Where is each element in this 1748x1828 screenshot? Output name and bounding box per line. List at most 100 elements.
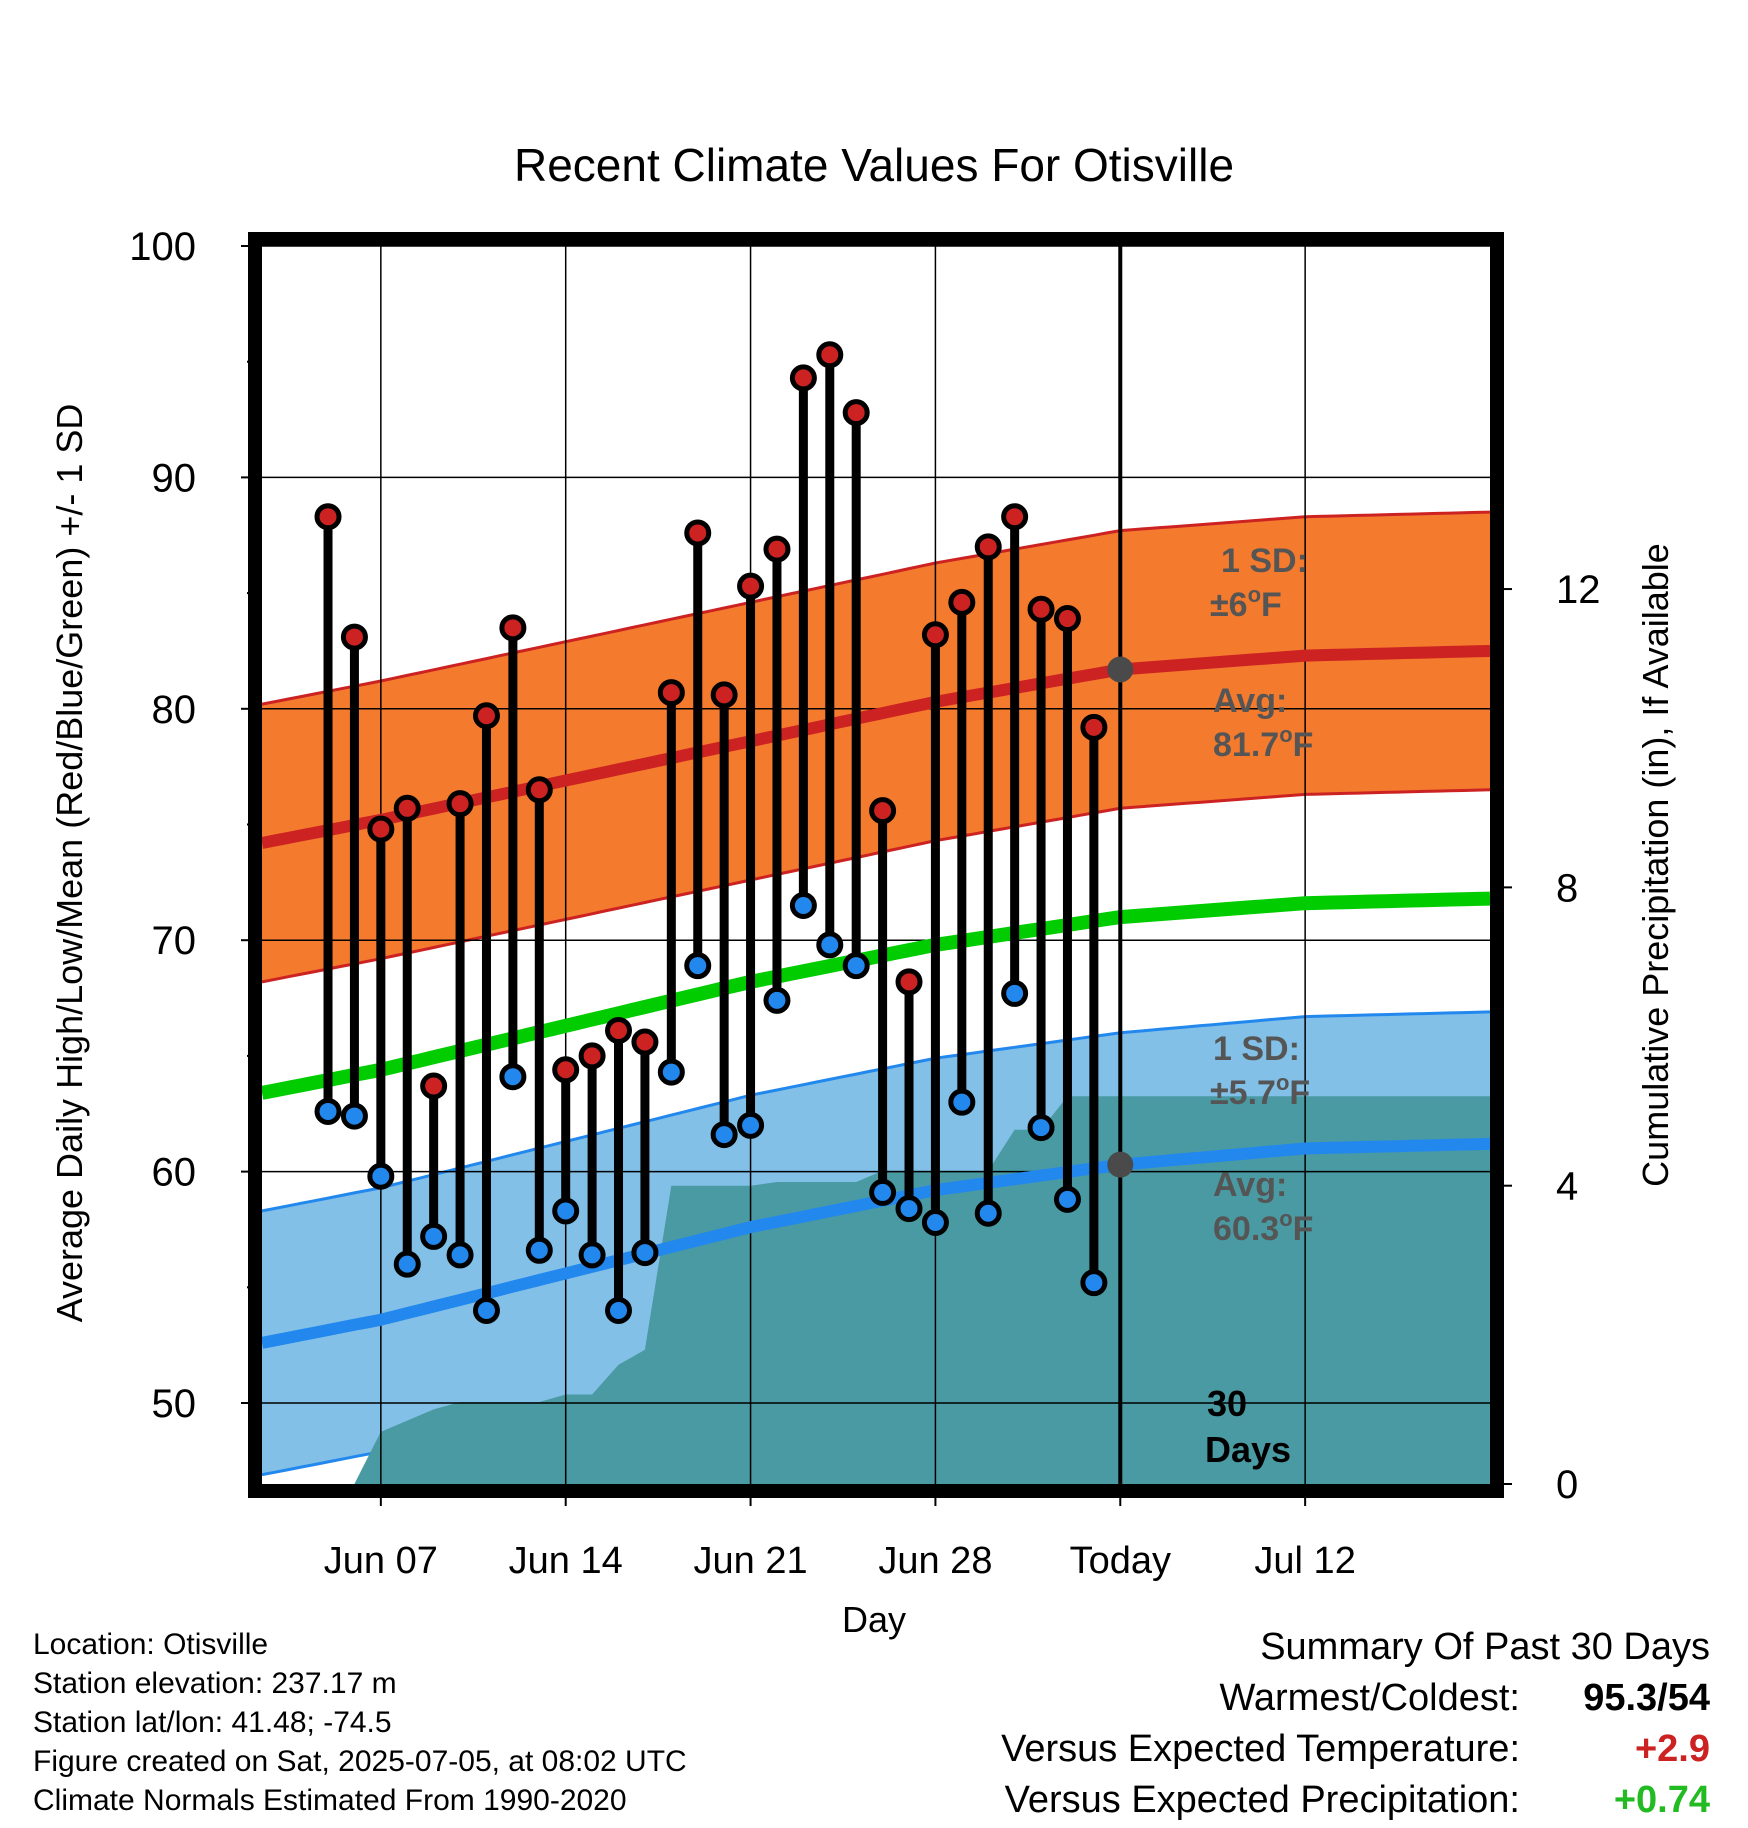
daily-low-point xyxy=(367,1162,395,1190)
daily-low-point xyxy=(340,1102,368,1130)
daily-low-point xyxy=(789,891,817,919)
daily-high-point xyxy=(578,1042,606,1070)
summary-precip-value: +0.74 xyxy=(1613,1779,1710,1821)
high-avg-value: 81.7oF xyxy=(1213,722,1313,764)
daily-low-point xyxy=(446,1241,474,1269)
y-tick-label: 90 xyxy=(152,456,197,500)
days-count-word: Days xyxy=(1205,1429,1291,1470)
daily-high-point xyxy=(895,968,923,996)
daily-high-point xyxy=(737,572,765,600)
y2-tick-label: 12 xyxy=(1556,568,1601,612)
daily-low-point xyxy=(1053,1185,1081,1213)
summary-precip-label: Versus Expected Precipitation: xyxy=(1004,1779,1520,1821)
daily-low-point xyxy=(631,1239,659,1267)
high-sd-upper-line xyxy=(262,510,1490,706)
daily-observations xyxy=(314,341,1108,1324)
location-text: Location: Otisville xyxy=(33,1628,269,1661)
x-axis-title: Day xyxy=(842,1599,906,1640)
daily-high-point xyxy=(393,794,421,822)
y-tick-label: 70 xyxy=(152,919,197,963)
daily-high-point xyxy=(1027,595,1055,623)
summary-warmest-label: Warmest/Coldest: xyxy=(1219,1677,1520,1719)
high-sd-value: ±6oF xyxy=(1210,582,1282,624)
x-tick-label: Jun 21 xyxy=(694,1540,808,1582)
y2-axis-title: Cumulative Precipitation (in), If Availa… xyxy=(1635,543,1676,1187)
y-tick-label: 60 xyxy=(152,1151,197,1195)
low-sd-value: ±5.7oF xyxy=(1210,1070,1310,1112)
daily-low-point xyxy=(921,1209,949,1237)
normals-text: Climate Normals Estimated From 1990-2020 xyxy=(33,1784,627,1817)
daily-low-point xyxy=(737,1111,765,1139)
daily-high-point xyxy=(631,1028,659,1056)
daily-low-point xyxy=(684,952,712,980)
cumulative-precipitation-area xyxy=(328,1096,1490,1484)
daily-high-point xyxy=(684,519,712,547)
station-info: Location: Otisville Station elevation: 2… xyxy=(33,1625,687,1820)
daily-high-point xyxy=(842,399,870,427)
daily-low-point xyxy=(1027,1114,1055,1142)
daily-high-point xyxy=(948,588,976,616)
y2-tick-label: 4 xyxy=(1556,1165,1578,1209)
daily-low-point xyxy=(499,1063,527,1091)
summary-temp-row: Versus Expected Temperature: +2.9 xyxy=(1001,1724,1710,1775)
low-avg-label: Avg: xyxy=(1213,1166,1287,1204)
daily-low-point xyxy=(472,1296,500,1324)
high-sd-band xyxy=(262,512,1490,982)
daily-low-point xyxy=(525,1236,553,1264)
latlon-text: Station lat/lon: 41.48; -74.5 xyxy=(33,1706,392,1739)
x-tick-label: Jun 28 xyxy=(878,1540,992,1582)
daily-high-point xyxy=(1001,503,1029,531)
daily-low-point xyxy=(420,1222,448,1250)
daily-low-point xyxy=(895,1195,923,1223)
summary-panel: Summary Of Past 30 Days Warmest/Coldest:… xyxy=(1001,1622,1710,1826)
x-tick-label: Jul 12 xyxy=(1254,1540,1355,1582)
low-avg-value: 60.3oF xyxy=(1213,1206,1313,1248)
daily-low-point xyxy=(657,1058,685,1086)
daily-low-point xyxy=(552,1197,580,1225)
x-tick-label: Jun 14 xyxy=(509,1540,623,1582)
plot-inner xyxy=(262,246,1490,1484)
summary-temp-label: Versus Expected Temperature: xyxy=(1001,1728,1520,1770)
plot-area: 50 60 70 80 90 100 0 4 8 12 Jun 07 Jun 14 Jun 21 Jun … xyxy=(129,225,1600,1582)
daily-low-point xyxy=(314,1097,342,1125)
today-avg-low-marker xyxy=(1107,1151,1134,1178)
y-axis-title: Average Daily High/Low/Mean (Red/Blue/Gr… xyxy=(49,404,90,1323)
daily-high-point xyxy=(710,681,738,709)
daily-high-point xyxy=(446,790,474,818)
daily-low-point xyxy=(869,1178,897,1206)
days-count-number: 30 xyxy=(1207,1383,1247,1424)
summary-temp-value: +2.9 xyxy=(1634,1728,1710,1770)
daily-high-point xyxy=(816,341,844,369)
daily-high-point xyxy=(657,679,685,707)
daily-high-point xyxy=(869,797,897,825)
daily-high-point xyxy=(1080,713,1108,741)
daily-high-point xyxy=(1053,605,1081,633)
daily-high-point xyxy=(420,1072,448,1100)
daily-high-point xyxy=(974,533,1002,561)
daily-low-point xyxy=(1001,979,1029,1007)
daily-low-point xyxy=(842,952,870,980)
y2-tick-label: 8 xyxy=(1556,866,1578,910)
y-tick-label: 50 xyxy=(152,1382,197,1426)
elevation-text: Station elevation: 237.17 m xyxy=(33,1667,397,1700)
today-avg-high-marker xyxy=(1107,656,1134,683)
plot-frame xyxy=(248,232,1504,1498)
y-tick-label: 80 xyxy=(152,688,197,732)
x-tick-label: Jun 07 xyxy=(324,1540,438,1582)
daily-low-point xyxy=(605,1296,633,1324)
daily-high-point xyxy=(921,621,949,649)
x-tick-label: Today xyxy=(1070,1540,1171,1582)
daily-low-point xyxy=(578,1241,606,1269)
summary-warmest-row: Warmest/Coldest: 95.3/54 xyxy=(1001,1673,1710,1724)
daily-high-point xyxy=(314,503,342,531)
daily-high-point xyxy=(525,776,553,804)
high-sd-label: 1 SD: xyxy=(1221,542,1308,580)
avg-mean-line xyxy=(262,891,1490,1100)
daily-low-point xyxy=(393,1250,421,1278)
daily-high-point xyxy=(605,1016,633,1044)
created-text: Figure created on Sat, 2025-07-05, at 08… xyxy=(33,1745,687,1778)
chart-title: Recent Climate Values For Otisville xyxy=(514,139,1234,191)
daily-low-point xyxy=(763,986,791,1014)
daily-high-point xyxy=(367,815,395,843)
